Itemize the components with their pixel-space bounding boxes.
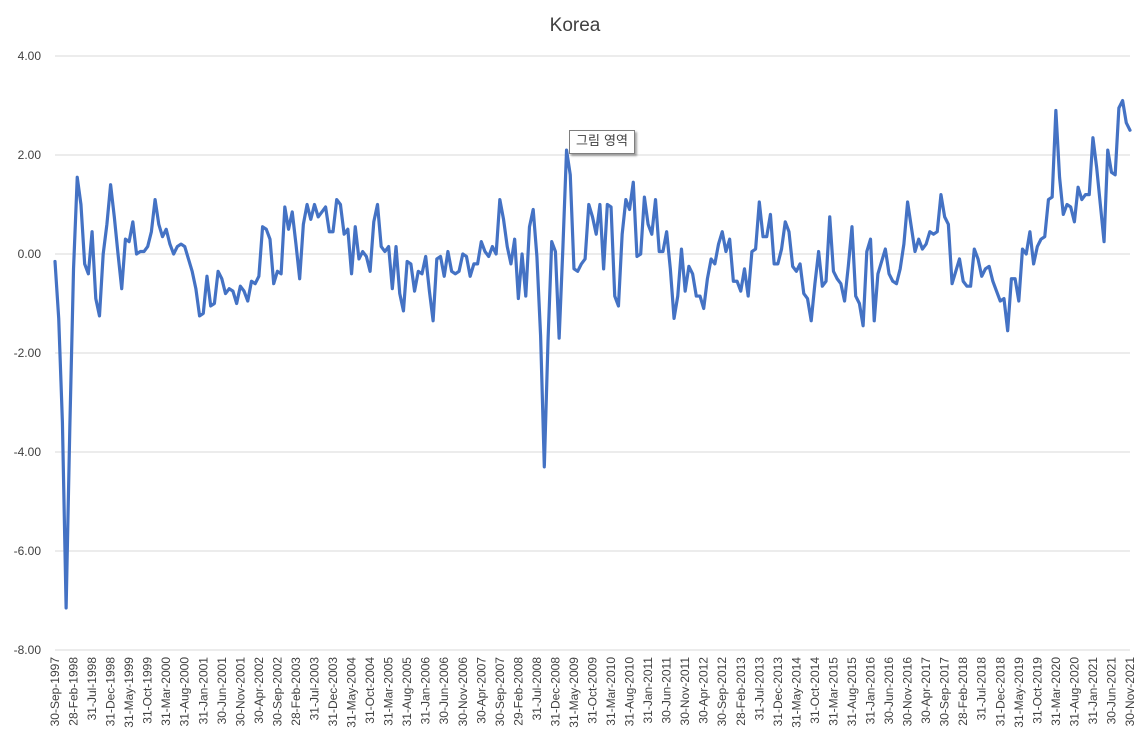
x-tick-label: 31-Mar-2015 [826,657,840,726]
x-tick-label: 31-May-2014 [789,657,803,728]
y-axis: 4.00 2.00 0.00 -2.00 -4.00 -6.00 -8.00 [14,49,42,657]
x-tick-label: 31-Jan-2016 [864,657,878,725]
y-tick-label: -6.00 [14,544,42,558]
x-tick-label: 31-Aug-2015 [845,657,859,727]
x-tick-label: 31-Mar-2020 [1049,657,1063,726]
x-tick-label: 30-Jun-2011 [660,657,674,724]
x-tick-label: 31-Dec-2008 [548,657,562,727]
x-tick-label: 31-Jul-1998 [85,657,99,721]
x-tick-label: 31-Dec-1998 [104,657,118,727]
x-tick-label: 30-Sep-2012 [715,657,729,727]
x-tick-label: 29-Feb-2008 [511,657,525,726]
x-tick-label: 30-Apr-2012 [697,657,711,724]
x-tick-label: 31-Oct-2004 [363,657,377,724]
series-layer[interactable] [53,98,1132,610]
x-tick-label: 31-Jan-2006 [419,657,433,725]
x-tick-label: 31-Oct-2019 [1030,657,1044,724]
x-tick-label: 28-Feb-1998 [67,657,81,726]
x-tick-label: 31-Aug-2020 [1067,657,1081,727]
x-tick-label: 31-Mar-2000 [159,657,173,726]
x-tick-label: 31-Jul-2013 [752,657,766,721]
x-tick-label: 30-Sep-1997 [48,657,62,727]
x-tick-label: 30-Nov-2006 [456,657,470,727]
x-tick-label: 31-Dec-2003 [326,657,340,727]
x-tick-label: 31-May-2004 [345,657,359,728]
x-tick-label: 30-Nov-2021 [1123,657,1137,727]
x-tick-label: 30-Apr-2002 [252,657,266,724]
x-axis: 30-Sep-1997 28-Feb-1998 31-Jul-1998 31-Dec-… [48,657,1137,728]
x-tick-label: 31-Jan-2021 [1086,657,1100,725]
y-tick-label: -2.00 [14,346,42,360]
y-tick-label: 2.00 [18,148,42,162]
x-tick-label: 30-Jun-2006 [437,657,451,725]
x-tick-label: 31-Jan-2011 [641,657,655,724]
x-tick-label: 30-Jun-2001 [215,657,229,725]
x-tick-label: 31-May-2019 [1012,657,1026,728]
x-tick-label: 31-Aug-2005 [400,657,414,727]
x-tick-label: 30-Nov-2016 [901,657,915,727]
x-tick-label: 31-Jul-2003 [307,657,321,721]
x-tick-label: 30-Nov-2001 [233,657,247,727]
x-tick-label: 31-Mar-2005 [382,657,396,726]
y-tick-label: -8.00 [14,643,42,657]
series-line[interactable] [53,98,1132,610]
x-tick-label: 30-Jun-2021 [1104,657,1118,725]
x-tick-label: 28-Feb-2013 [734,657,748,726]
x-tick-label: 31-Jul-2008 [530,657,544,721]
y-tick-label: 4.00 [18,49,42,63]
x-tick-label: 31-Jul-2018 [975,657,989,721]
y-tick-label: -4.00 [14,445,42,459]
x-tick-label: 31-Dec-2018 [993,657,1007,727]
plot-area-tooltip: 그림 영역 [569,130,635,154]
x-tick-label: 30-Jun-2016 [882,657,896,725]
x-tick-label: 31-Jan-2001 [196,657,210,725]
x-tick-label: 30-Sep-2002 [270,657,284,727]
x-tick-label: 28-Feb-2018 [956,657,970,726]
x-tick-label: 30-Apr-2007 [474,657,488,724]
x-tick-label: 28-Feb-2003 [289,657,303,726]
x-tick-label: 31-Oct-2014 [808,657,822,724]
x-tick-label: 31-May-1999 [122,657,136,728]
x-tick-label: 31-Aug-2010 [623,657,637,727]
x-tick-label: 30-Apr-2017 [919,657,933,724]
x-tick-label: 30-Sep-2017 [938,657,952,727]
y-tick-label: 0.00 [18,247,42,261]
x-tick-label: 31-Dec-2013 [771,657,785,727]
x-tick-label: 30-Nov-2011 [678,657,692,726]
x-tick-label: 31-Oct-1999 [141,657,155,724]
x-tick-label: 31-May-2009 [567,657,581,728]
x-tick-label: 30-Sep-2007 [493,657,507,727]
chart-title: Korea [550,15,601,36]
gridlines [55,55,1130,651]
x-tick-label: 31-Aug-2000 [178,657,192,727]
x-tick-label: 31-Oct-2009 [586,657,600,724]
x-tick-label: 31-Mar-2010 [604,657,618,726]
